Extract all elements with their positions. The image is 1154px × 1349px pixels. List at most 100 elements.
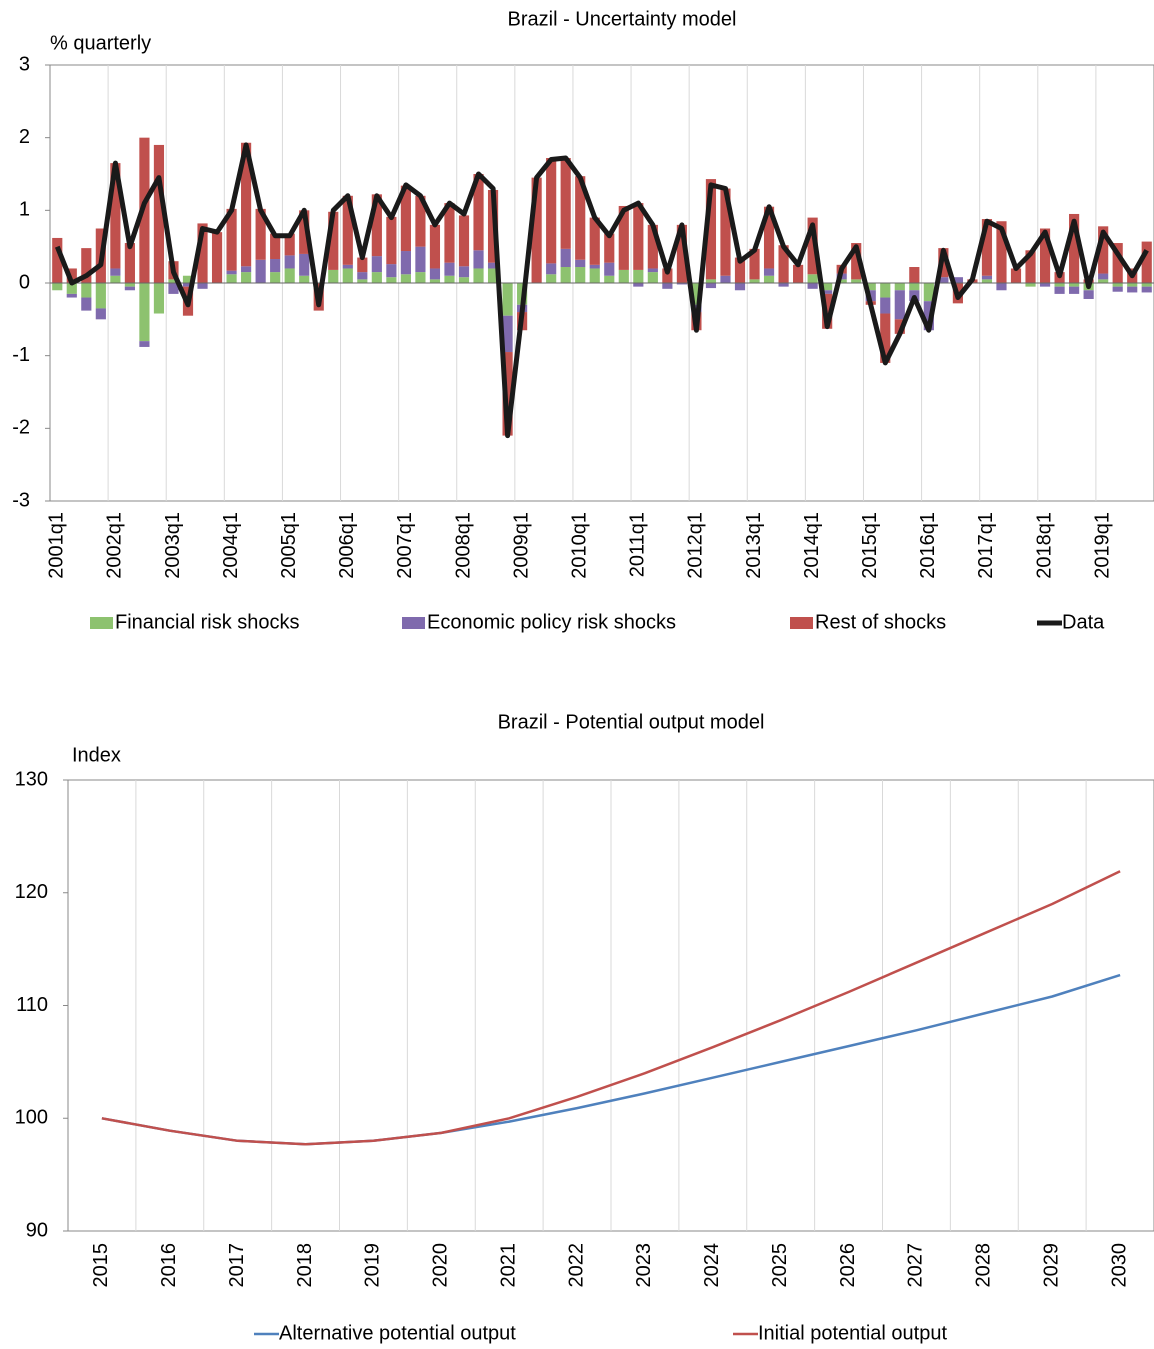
bar (1141, 283, 1152, 287)
bar (720, 188, 731, 276)
bar (749, 248, 760, 280)
bar (923, 301, 934, 331)
bar (1039, 283, 1051, 287)
bar (284, 233, 295, 256)
bar (604, 275, 615, 283)
bar (1112, 286, 1123, 292)
bar (1083, 290, 1094, 299)
bar (560, 267, 571, 283)
bar (1054, 286, 1065, 294)
bar (299, 253, 310, 276)
bar (793, 264, 804, 283)
bar (705, 283, 717, 289)
bar (575, 267, 586, 283)
bar (444, 275, 455, 283)
bar (1069, 283, 1080, 287)
bar (763, 268, 775, 276)
x-tick-label: 2023 (633, 1243, 655, 1288)
bar (1098, 226, 1109, 274)
bar (560, 158, 571, 249)
bar (139, 283, 150, 342)
bar (487, 262, 499, 269)
chart-title: Brazil - Uncertainty model (508, 8, 737, 30)
x-tick-label: 2017 (226, 1243, 248, 1288)
bar (880, 313, 891, 363)
bar (241, 272, 252, 283)
y-tick-label: 120 (15, 881, 48, 903)
x-tick-label: 2001q1 (46, 512, 68, 579)
bar (996, 283, 1007, 291)
bar (633, 203, 644, 270)
bar (851, 243, 862, 280)
bar (255, 259, 266, 283)
bar (386, 264, 397, 278)
bar (981, 279, 993, 283)
bar (676, 283, 687, 285)
x-tick-label: 2018q1 (1033, 512, 1055, 579)
bar (705, 279, 717, 283)
y-axis-label: % quarterly (50, 32, 151, 54)
bar (182, 283, 194, 287)
bar (560, 248, 571, 268)
legend-swatch (790, 617, 813, 629)
bar (386, 277, 397, 283)
bar (371, 194, 382, 257)
bar (415, 195, 426, 247)
x-tick-label: 2028 (973, 1243, 995, 1288)
bar (589, 268, 600, 283)
bar (182, 275, 194, 283)
x-tick-label: 2029 (1040, 1243, 1062, 1288)
legend-label: Data (1062, 611, 1105, 633)
legend-swatch (90, 617, 113, 629)
x-tick-label: 2026 (837, 1243, 859, 1288)
bar (662, 283, 673, 289)
bar (371, 272, 382, 283)
bar (531, 177, 542, 283)
bar (110, 163, 121, 269)
bar (81, 283, 92, 298)
bar (1112, 243, 1123, 283)
line (101, 870, 1121, 1146)
bar (299, 210, 310, 254)
bar (575, 259, 586, 268)
bar (95, 283, 106, 309)
bar (894, 319, 905, 334)
bar (923, 283, 934, 302)
legend-label: Rest of shocks (815, 611, 946, 633)
legend-swatch (402, 617, 425, 629)
bar (647, 224, 658, 269)
bar (575, 176, 586, 260)
y-tick-label: -3 (12, 489, 30, 511)
x-tick-label: 2019 (362, 1243, 384, 1288)
x-tick-label: 2024 (701, 1243, 723, 1288)
bar (168, 279, 179, 283)
bar (618, 205, 629, 270)
x-tick-label: 2005q1 (278, 512, 300, 579)
bar (880, 283, 891, 298)
x-tick-label: 2018 (294, 1243, 316, 1288)
x-tick-label: 2013q1 (743, 512, 765, 579)
bar (691, 283, 702, 305)
bar (110, 275, 121, 283)
bar (342, 195, 353, 265)
x-tick-label: 2010q1 (568, 512, 590, 579)
x-tick-label: 2008q1 (452, 512, 474, 579)
bar (894, 290, 905, 320)
chart-title: Brazil - Potential output model (498, 711, 765, 733)
bar (473, 250, 484, 269)
x-tick-label: 2015 (90, 1243, 112, 1288)
x-tick-label: 2006q1 (336, 512, 358, 579)
bar (197, 283, 208, 289)
bar (415, 272, 426, 283)
y-tick-label: 3 (19, 53, 30, 75)
bar (749, 279, 760, 283)
bar (429, 268, 441, 280)
bar (589, 264, 600, 269)
x-tick-label: 2011q1 (627, 512, 649, 577)
x-tick-label: 2016 (158, 1243, 180, 1288)
bar (807, 274, 818, 283)
bar (502, 315, 513, 353)
bar (807, 283, 818, 289)
bar (836, 279, 847, 283)
bar (342, 268, 353, 283)
